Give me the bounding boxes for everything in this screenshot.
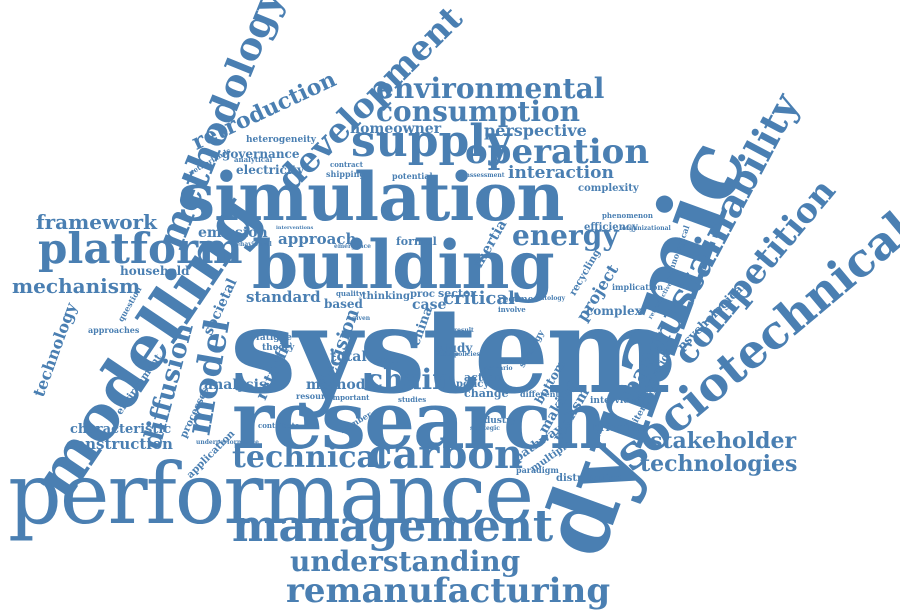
word-organizational: organizational — [622, 225, 671, 232]
word-platform: platform — [38, 224, 243, 273]
word-stakeholder: stakeholder — [650, 428, 797, 454]
word-environmental: environmental — [376, 72, 605, 105]
word-performance: performance — [8, 445, 534, 543]
word-remanufacturing: remanufacturing — [286, 571, 611, 611]
word-behavioural: behavioural — [232, 241, 272, 248]
word-emission: emission — [198, 225, 268, 241]
word-household: household — [120, 264, 190, 278]
word-result: result — [454, 327, 474, 334]
word-phenomenon: phenomenon — [602, 211, 653, 220]
word-involve: involve — [498, 305, 526, 314]
word-chain: chain — [366, 363, 453, 396]
word-based: based — [324, 297, 363, 311]
word-total: total — [330, 349, 367, 365]
word-bridging: bridging — [592, 421, 645, 434]
word-regime: regime — [498, 295, 534, 305]
word-characteristic: characteristic — [70, 422, 172, 437]
word-studies: studies — [398, 395, 427, 404]
word-case: case — [412, 297, 447, 313]
word-approach: approach — [278, 230, 357, 248]
word-contribute: contribute — [258, 421, 300, 430]
word-interaction: interaction — [508, 163, 614, 183]
word-change: change — [464, 387, 509, 400]
word-critical: critical — [443, 288, 515, 309]
word-important: important — [330, 393, 370, 402]
word-policy: policy — [456, 379, 490, 390]
word-interview: interview — [590, 396, 637, 406]
word-reduce: reduce — [436, 351, 460, 358]
word-standard: standard — [246, 288, 321, 306]
word-technology: technology — [29, 300, 81, 400]
word-thinking: thinking — [362, 291, 410, 302]
word-quality: quality — [336, 289, 364, 298]
word-research: research — [232, 373, 608, 467]
word-perspective: perspective — [484, 121, 587, 140]
word-homeowner: homeowner — [350, 121, 442, 137]
word-system: system — [230, 281, 671, 420]
word-formal: formal — [396, 235, 437, 248]
word-interventions: interventions — [276, 225, 314, 231]
word-operation: operation — [465, 132, 650, 172]
word-technologies: technologies — [640, 451, 798, 477]
word-complex: complex — [586, 304, 642, 318]
word-distribution: distribution — [556, 473, 623, 484]
word-simulation: simulation — [178, 158, 564, 236]
word-resource: resource — [296, 391, 336, 401]
word-study: study — [436, 341, 473, 355]
word-consumption: consumption — [376, 95, 581, 128]
word-efficiency: efficiency — [584, 222, 638, 233]
word-mechanism: mechanism — [12, 274, 141, 298]
word-management: management — [232, 501, 554, 552]
word-underperformance: underperformance — [196, 439, 259, 446]
word-paradigm: paradigm — [516, 465, 559, 475]
word-implication: implication — [612, 282, 664, 292]
word-heterogeneity: heterogeneity — [246, 135, 316, 145]
word-assessment: assessment — [466, 172, 505, 179]
word-contract: contract — [330, 160, 363, 169]
word-electricity: electricity — [236, 163, 304, 177]
word-technical: technical — [232, 440, 388, 475]
word-analytical: analytical — [234, 155, 273, 164]
word-governance: governance — [222, 147, 300, 161]
word-method: method — [306, 377, 366, 393]
word-emergence: emergence — [334, 243, 371, 250]
word-sector: sector — [438, 287, 477, 300]
word-policies: policies — [454, 351, 480, 358]
word-building: building — [252, 226, 555, 304]
word-potential: potential — [392, 171, 433, 181]
word-framework: framework — [36, 210, 157, 234]
word-action: action — [464, 371, 503, 384]
word-strategic: strategic — [470, 425, 500, 432]
word-proc: proc — [410, 289, 436, 300]
word-different: different — [520, 389, 560, 399]
word-given: given — [352, 315, 371, 322]
word-ontology: ontology — [536, 295, 566, 302]
word-carbon: carbon — [368, 431, 524, 478]
word-shipping: shipping — [326, 169, 365, 179]
word-level: level — [372, 355, 399, 366]
word-construction: construction — [66, 435, 173, 453]
word-energy: energy — [512, 219, 619, 252]
word-industry: industry — [474, 416, 516, 426]
word-understanding: understanding — [290, 545, 521, 578]
word-complexity: complexity — [578, 183, 639, 194]
word-theory: theory — [262, 343, 295, 353]
word-scenario: scenario — [484, 365, 513, 372]
word-approaches: approaches — [88, 325, 140, 335]
word-supply: supply — [351, 116, 512, 167]
word-fatigue: fatigue — [256, 333, 292, 343]
word-analysis: analysis — [204, 377, 267, 393]
